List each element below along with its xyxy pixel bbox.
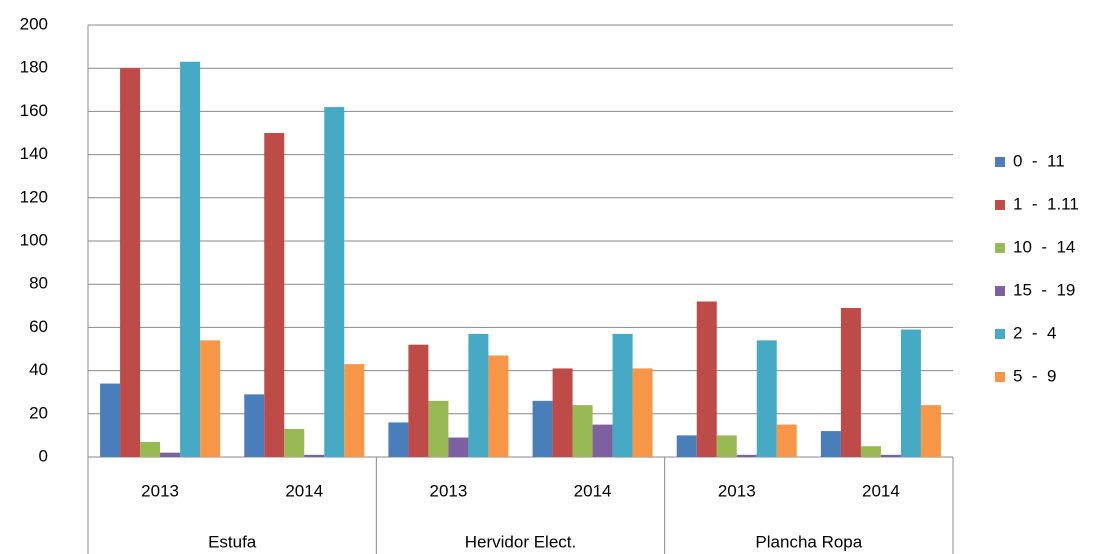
bar [100,383,121,457]
legend-swatch [995,157,1005,167]
bar [304,454,325,457]
legend-swatch [995,286,1005,296]
x-tick-label: 2013 [141,481,179,500]
bar [408,344,429,457]
legend-swatch [995,200,1005,210]
y-tick-label: 180 [20,58,48,77]
bar [140,441,161,457]
legend-label: 2 - 4 [1013,323,1056,342]
bar [428,400,449,457]
group-label: Plancha Ropa [755,532,862,551]
bar [592,424,613,457]
bar [200,340,221,457]
legend-swatch [995,372,1005,382]
bar [552,368,573,457]
y-tick-label: 40 [29,360,48,379]
bar [324,107,345,457]
group-label: Estufa [208,532,257,551]
x-tick-label: 2013 [430,481,468,500]
bar [840,307,861,457]
legend-label: 5 - 9 [1013,366,1056,385]
y-tick-label: 0 [39,446,48,465]
x-tick-label: 2014 [862,481,900,500]
x-tick-label: 2014 [574,481,612,500]
legend-swatch [995,243,1005,253]
bar [676,435,697,457]
legend-label: 0 - 11 [1013,151,1065,170]
y-tick-label: 200 [20,14,48,33]
y-tick-label: 160 [20,101,48,120]
legend-swatch [995,329,1005,339]
bar [716,435,737,457]
group-label: Hervidor Elect. [465,532,576,551]
bar [820,431,841,457]
bar [244,394,265,457]
bar [756,340,777,457]
bar [900,329,921,457]
x-tick-label: 2014 [285,481,323,500]
bar [388,422,409,457]
bar [160,452,181,457]
bar [488,355,509,457]
bar [572,405,593,457]
bar [736,454,757,457]
y-tick-label: 140 [20,144,48,163]
bar [696,301,717,457]
bar [920,405,941,457]
legend-label: 1 - 1.11 [1013,194,1079,213]
y-tick-label: 60 [29,317,48,336]
bar [180,61,201,457]
bar [532,400,553,457]
y-tick-label: 80 [29,274,48,293]
x-tick-label: 2013 [718,481,756,500]
bar [264,133,285,457]
y-tick-label: 120 [20,187,48,206]
y-tick-label: 20 [29,403,48,422]
bar [880,454,901,457]
legend-label: 10 - 14 [1013,237,1075,256]
y-tick-label: 100 [20,230,48,249]
bar [448,437,469,457]
bar [776,424,797,457]
bar [632,368,653,457]
bar [284,428,305,457]
bar [860,446,881,457]
bar [612,333,633,457]
bar [344,364,365,457]
bar [468,333,489,457]
bar [120,68,141,457]
legend-label: 15 - 19 [1013,280,1075,299]
